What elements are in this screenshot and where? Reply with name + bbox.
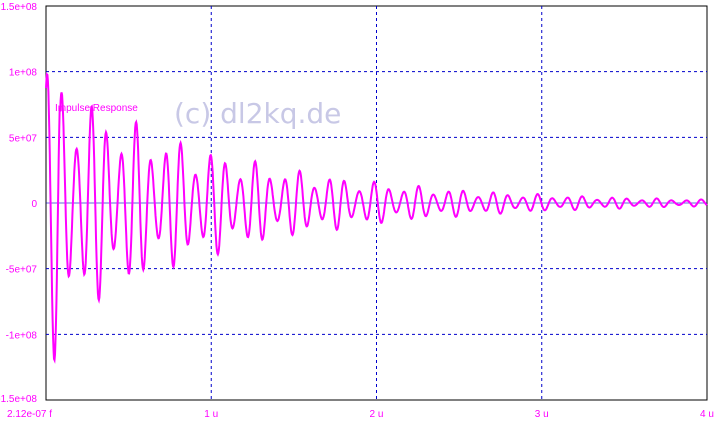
y-tick-label: -1.5e+08 [0,394,37,405]
y-tick-label: -1e+08 [6,330,38,341]
watermark: (c) dl2kq.de [174,97,341,130]
y-tick-label: 0 [31,199,37,210]
x-tick-label: 1 u [204,409,218,420]
grid-lines [46,6,707,400]
y-tick-label: 1e+08 [9,68,38,79]
series-line-impulse-response [45,72,708,364]
x-tick-label: 4 u [700,409,714,420]
y-tick-label: -5e+07 [6,265,38,276]
x-axis-tick-labels: 2.12e-07 f 1 u 2 u 3 u 4 u [7,409,714,420]
x-tick-label: 3 u [535,409,549,420]
series-label: Impulse Response [55,103,138,114]
y-tick-label: 1.5e+08 [1,2,38,13]
y-axis-tick-labels: 1.5e+08 1e+08 5e+07 0 -5e+07 -1e+08 -1.5e+08 [0,2,37,405]
y-tick-label: 5e+07 [9,133,38,144]
x-tick-label: 2.12e-07 f [7,409,52,420]
x-tick-label: 2 u [370,409,384,420]
